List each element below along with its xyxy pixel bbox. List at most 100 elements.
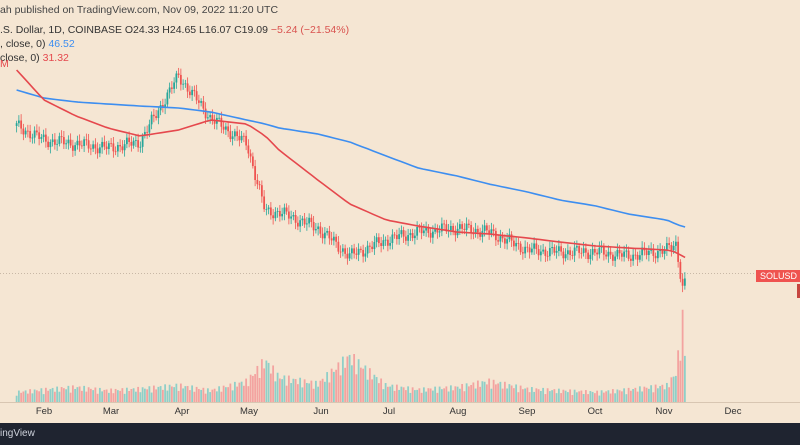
volume-bar: [542, 387, 545, 402]
candle-body: [641, 247, 644, 256]
volume-bar: [467, 386, 470, 402]
candle-body: [155, 116, 158, 119]
volume-bar: [548, 391, 551, 402]
candle-body: [483, 225, 486, 231]
candle-body: [494, 230, 497, 241]
candle-body: [150, 114, 153, 125]
candle-body: [380, 243, 383, 246]
volume-bar: [326, 372, 329, 402]
candle-body: [593, 248, 596, 253]
volume-bar: [632, 389, 635, 402]
volume-bar: [233, 381, 236, 402]
candle-body: [188, 91, 191, 96]
volume-bar: [492, 379, 495, 402]
candle-body: [256, 179, 259, 185]
candle-body: [107, 143, 110, 149]
volume-bar: [391, 384, 394, 402]
volume-bar: [67, 385, 70, 402]
volume-bar: [240, 381, 243, 402]
candle-body: [506, 239, 509, 244]
volume-bar: [452, 390, 455, 402]
candle-body: [110, 143, 113, 145]
candle-body: [562, 251, 565, 259]
candle-body: [170, 87, 173, 89]
candle-body: [368, 245, 371, 247]
volume-bar: [170, 386, 173, 402]
volume-bar: [535, 388, 538, 402]
volume-bar: [78, 386, 81, 402]
candle-body: [168, 87, 171, 93]
candle-body: [130, 141, 133, 146]
candle-body: [663, 250, 666, 254]
volume-bar: [69, 392, 72, 402]
publish-info: ah published on TradingView.com, Nov 09,…: [0, 4, 279, 16]
x-tick-label: Jun: [313, 406, 328, 417]
volume-bar: [683, 355, 686, 402]
volume-bar: [76, 387, 79, 402]
candle-body: [402, 230, 405, 237]
ma-long-legend[interactable]: , close, 0) 46.52: [0, 38, 75, 50]
volume-bar: [636, 391, 639, 402]
volume-bar: [152, 385, 155, 402]
volume-bar: [94, 387, 97, 402]
candle-body: [476, 228, 479, 233]
candle-body: [436, 227, 439, 233]
candle-body: [137, 140, 140, 148]
ma-short-legend[interactable]: close, 0) 31.32: [0, 52, 69, 64]
volume-bar: [33, 389, 36, 402]
volume-bar: [80, 390, 83, 402]
candle-body: [393, 234, 396, 236]
candle-body: [490, 229, 493, 234]
volume-bar: [319, 380, 322, 402]
candle-body: [285, 207, 288, 212]
volume-bar: [564, 390, 567, 402]
volume-bar: [674, 375, 677, 402]
candle-body: [47, 141, 50, 148]
volume-bar: [389, 386, 392, 402]
candle-body: [209, 115, 212, 118]
volume-bar: [184, 386, 187, 402]
volume-bar: [134, 391, 137, 402]
candle-body: [681, 278, 684, 286]
candle-body: [409, 233, 412, 236]
volume-bar: [245, 378, 248, 402]
candle-body: [22, 128, 25, 135]
volume-bar: [290, 383, 293, 402]
price-chart[interactable]: Feb Mar Apr May Jun Jul Aug Sep Oct Nov Dec: [0, 0, 800, 423]
volume-bar: [204, 393, 207, 402]
candle-body: [299, 220, 302, 227]
candle-body: [575, 246, 578, 248]
candle-body: [463, 228, 466, 230]
ma-long-value: 46.52: [48, 38, 75, 50]
volume-bar: [418, 388, 421, 402]
candle-body: [625, 250, 628, 252]
candle-body: [605, 254, 608, 257]
candle-body: [623, 251, 626, 257]
volume-bar: [267, 362, 270, 402]
volume-bar: [400, 386, 403, 402]
candle-body: [78, 140, 81, 146]
volume-bar: [596, 390, 599, 402]
candle-body: [461, 224, 464, 229]
volume-bar: [497, 383, 500, 402]
candle-body: [420, 227, 423, 234]
candle-body: [375, 237, 378, 243]
candle-body: [123, 144, 126, 151]
candle-body: [146, 131, 149, 133]
candle-body: [220, 117, 223, 127]
volume-bar: [60, 387, 63, 402]
candle-body: [38, 132, 41, 139]
candle-body: [112, 143, 115, 152]
volume-bar: [499, 381, 502, 402]
volume-bar: [38, 391, 41, 402]
candle-body: [103, 141, 106, 147]
candle-body: [652, 248, 655, 256]
volume-bar: [643, 386, 646, 402]
volume-bar: [472, 382, 475, 402]
candle-body: [240, 135, 243, 141]
volume-bar: [407, 386, 410, 402]
volume-bar: [616, 389, 619, 402]
volume-bar: [638, 386, 641, 402]
volume-bar: [20, 392, 23, 402]
volume-bar: [355, 374, 358, 402]
